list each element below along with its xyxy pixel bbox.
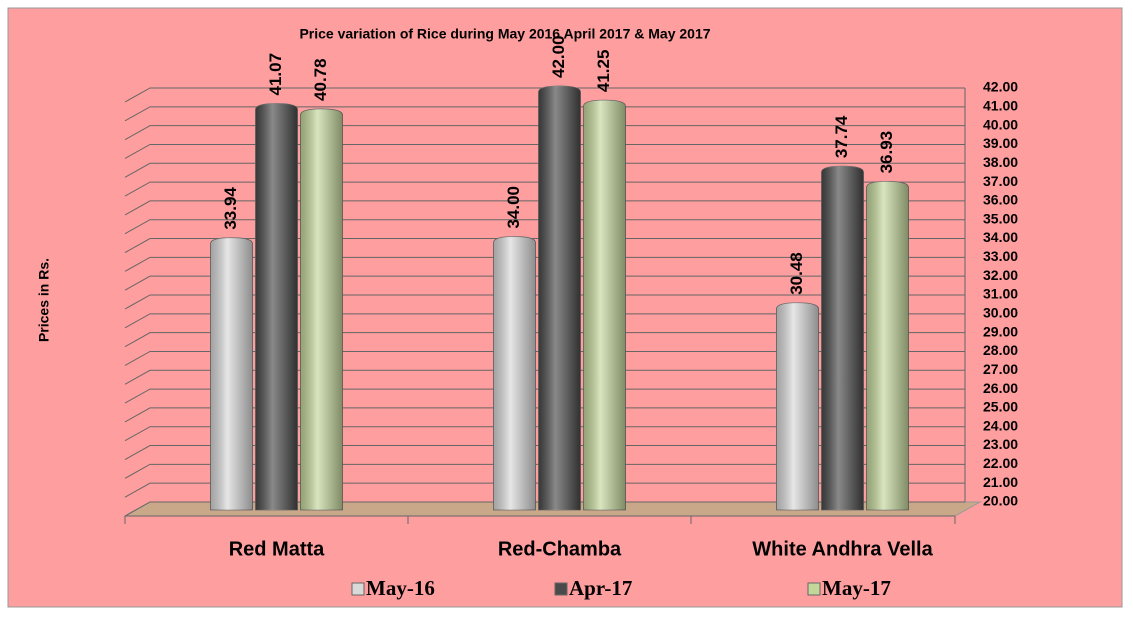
y-tick-label: 30.00 [983,305,1018,321]
grid-line [124,463,965,479]
grid-line [124,125,965,141]
y-axis-label: Prices in Rs. [36,258,52,342]
grid-line [124,426,965,442]
grid-line [124,332,965,348]
bar [255,103,298,511]
bar [776,302,819,511]
grid-line [124,369,965,385]
grid-line [124,143,965,159]
legend-label: May-16 [366,576,435,600]
y-tick-label: 37.00 [983,173,1018,189]
y-tick-label: 23.00 [983,436,1018,452]
grid-line [124,219,965,235]
y-tick-label: 42.00 [983,79,1018,95]
legend-swatch [807,582,821,596]
x-tick-label: White Andhra Vella [752,538,933,560]
y-tick-label: 24.00 [983,417,1018,433]
x-tick-label: Red-Chamba [498,538,622,560]
grid-line [124,162,965,178]
y-tick-label: 40.00 [983,116,1018,132]
grid-line [124,87,965,103]
legend-swatch [554,582,568,596]
chart-title: Price variation of Rice during May 2016 … [299,26,710,42]
x-tick-label: Red Matta [229,538,325,560]
grid-line [124,181,965,197]
data-label: 40.78 [311,58,330,101]
grid-line [124,294,965,310]
y-tick-label: 33.00 [983,248,1018,264]
y-tick-label: 34.00 [983,229,1018,245]
y-tick-label: 29.00 [983,323,1018,339]
y-tick-label: 27.00 [983,361,1018,377]
legend-swatch [351,582,365,596]
grid-line [124,275,965,291]
data-label: 41.07 [266,53,285,96]
y-tick-label: 20.00 [983,493,1018,509]
y-tick-label: 21.00 [983,474,1018,490]
data-label: 42.00 [549,35,568,78]
y-tick-label: 32.00 [983,267,1018,283]
bar [493,236,536,511]
grid-line [124,407,965,423]
y-tick-label: 36.00 [983,192,1018,208]
legend-label: May-17 [822,576,891,600]
bar [821,165,864,511]
grid-line [124,256,965,272]
y-tick-label: 25.00 [983,399,1018,415]
grid-line [124,313,965,329]
grid-line [124,445,965,460]
grid-line [124,501,965,517]
grid-line [124,238,965,253]
bar [866,181,909,511]
data-label: 33.94 [221,187,240,230]
y-tick-label: 22.00 [983,455,1018,471]
legend-label: Apr-17 [569,576,632,600]
grid-line [124,388,965,404]
bar [538,85,581,511]
grid-line [124,350,965,366]
grid-line [124,106,965,122]
y-tick-label: 26.00 [983,380,1018,396]
bar [300,108,343,511]
bar [583,99,626,511]
grid-line [124,482,965,498]
y-tick-label: 35.00 [983,210,1018,226]
data-label: 36.93 [877,131,896,174]
y-tick-label: 31.00 [983,286,1018,302]
bar [210,237,253,511]
grid-line [124,200,965,216]
data-label: 41.25 [594,50,613,93]
y-tick-label: 28.00 [983,342,1018,358]
y-tick-label: 38.00 [983,154,1018,170]
data-label: 37.74 [832,115,851,158]
y-tick-label: 39.00 [983,135,1018,151]
data-label: 34.00 [504,186,523,229]
data-label: 30.48 [787,252,806,295]
y-tick-label: 41.00 [983,98,1018,114]
